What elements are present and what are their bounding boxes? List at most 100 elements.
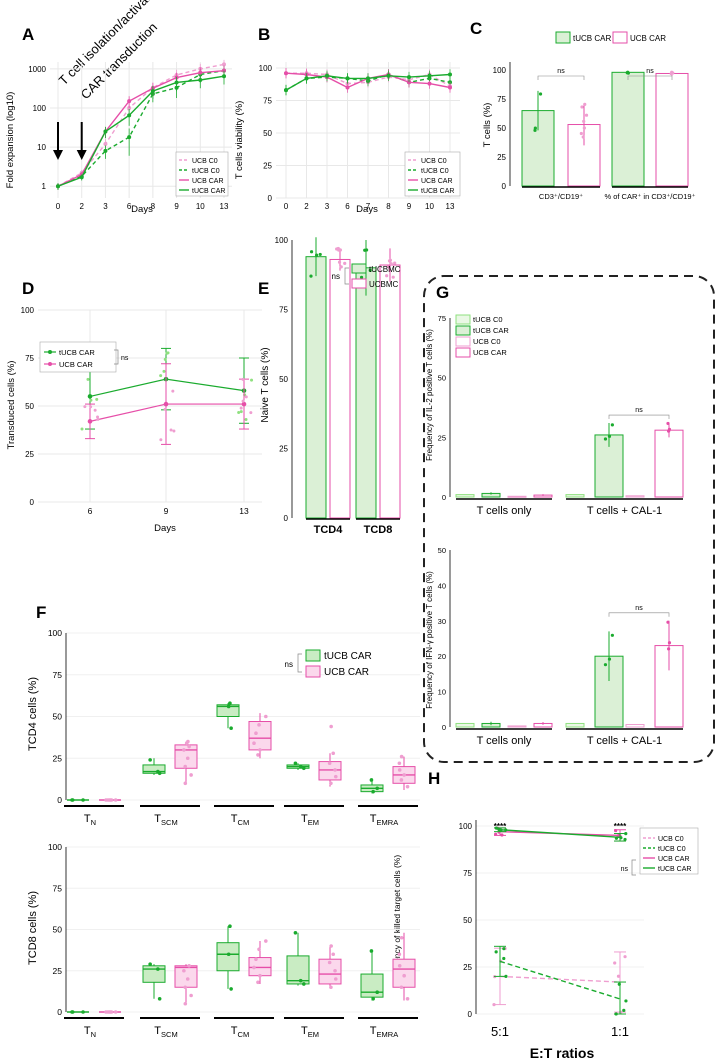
a-legend-label: tUCB CAR (192, 188, 225, 195)
a-xtick: 9 (174, 202, 179, 211)
b-legend-label: tUCB C0 (421, 168, 449, 175)
f2-point (399, 985, 404, 990)
f2-point (331, 952, 336, 957)
f1-category-label: TCM (231, 813, 249, 827)
f1-point (399, 754, 404, 759)
a-point (79, 175, 84, 180)
g1-bar (455, 494, 475, 498)
h-point (623, 837, 627, 842)
d-legend-label: tUCB CAR (59, 348, 95, 357)
d-series-line (89, 378, 245, 397)
f1-point (375, 786, 380, 791)
f2-point (189, 993, 193, 998)
f1-category-subscript: N (91, 818, 96, 827)
d-jitter-point (162, 369, 166, 373)
h-point (622, 1008, 626, 1013)
f2-point (329, 985, 333, 990)
e-ylabel: Naive T cells (%) (260, 347, 271, 422)
g1-point (667, 429, 671, 433)
h-point (619, 836, 623, 840)
a-point (174, 80, 179, 85)
f2-point (298, 978, 303, 983)
e-group-label: TCD8 (364, 524, 393, 536)
d-jitter-point (93, 408, 97, 412)
h-point (613, 961, 617, 965)
f1-point (183, 764, 188, 769)
d-jitter-point (241, 377, 245, 381)
a-arrow-head (53, 150, 63, 160)
d-jitter-point (171, 389, 175, 393)
f1-point (402, 773, 406, 777)
f1-point (369, 778, 374, 782)
f2-point (185, 977, 190, 981)
a-point (103, 142, 108, 147)
f2-point (293, 931, 298, 935)
f1-category-subscript: EMRA (377, 818, 399, 827)
e-ytick: 0 (284, 514, 289, 523)
f1-point (293, 761, 298, 766)
f2-ytick: 0 (57, 1007, 62, 1017)
d-point (87, 419, 93, 424)
c-legend-swatch (555, 31, 571, 44)
c-ylabel: T cells (%) (482, 103, 493, 148)
f1-category-subscript: CM (238, 818, 250, 827)
d-legend-label: UCB CAR (59, 360, 93, 369)
a-legend-label: UCB CAR (192, 178, 224, 185)
e-point (339, 265, 343, 269)
f1-category-subscript: EM (308, 818, 319, 827)
panel-g-frame (423, 275, 715, 763)
f2-category-label: TCM (231, 1025, 249, 1039)
d-jitter-point (163, 357, 167, 361)
h-series-line (499, 829, 621, 838)
f1-point (333, 768, 337, 772)
g1-ytick: 0 (442, 493, 446, 502)
h-point (500, 833, 504, 837)
f1-ytick: 100 (48, 628, 62, 638)
f1-point (257, 723, 261, 727)
f2-point (369, 949, 374, 953)
g2-sig-bracket (608, 612, 670, 617)
d-jitter-point (96, 417, 100, 421)
f1-sig-bracket (297, 653, 302, 673)
a-point (103, 129, 108, 134)
e-legend-label: UCBMC (369, 280, 399, 289)
b-ytick: 50 (263, 129, 272, 138)
g2-bar (507, 725, 527, 728)
a-ylabel: Fold expansion (log10) (5, 92, 16, 189)
h-legend-label: tUCB C0 (658, 846, 686, 853)
h-point (492, 1003, 496, 1007)
f1-point (397, 768, 402, 772)
g2-point (667, 641, 672, 645)
panel-letter-d: D (22, 279, 34, 298)
h-legend-label: UCB C0 (658, 836, 684, 843)
b-legend-label: tUCB CAR (421, 188, 454, 195)
h-point (502, 947, 506, 951)
h-sig-label: **** (494, 822, 507, 831)
f1-point (252, 741, 256, 746)
d-ytick: 50 (25, 402, 34, 411)
f1-point (106, 798, 110, 802)
f2-category-subscript: EM (308, 1030, 319, 1039)
f2-point (257, 947, 261, 952)
e-point (343, 261, 347, 266)
a-xtick: 0 (56, 202, 61, 211)
h-legend-label: tUCB CAR (658, 866, 691, 873)
f1-sig-label: ns (285, 660, 293, 669)
a-legend-label: tUCB C0 (192, 168, 220, 175)
f1-ylabel: TCD4 cells (%) (27, 677, 39, 751)
f2-point (108, 1010, 113, 1014)
f1-point (189, 773, 193, 777)
f2-category-label: TEM (301, 1025, 319, 1039)
f1-point (254, 731, 258, 735)
e-point (393, 261, 397, 265)
b-ytick: 0 (268, 194, 273, 203)
panel-letter-b: B (258, 25, 270, 44)
g1-legend-label: UCB C0 (473, 337, 501, 346)
h-point (504, 974, 508, 978)
h-ylabel: Frequency of killed target cells (%) (392, 855, 402, 986)
f1-point (108, 798, 113, 802)
g2-ytick: 0 (442, 723, 446, 732)
d-jitter-point (159, 374, 163, 378)
f1-category-subscript: SCM (161, 818, 178, 827)
a-xtick: 13 (220, 202, 229, 211)
